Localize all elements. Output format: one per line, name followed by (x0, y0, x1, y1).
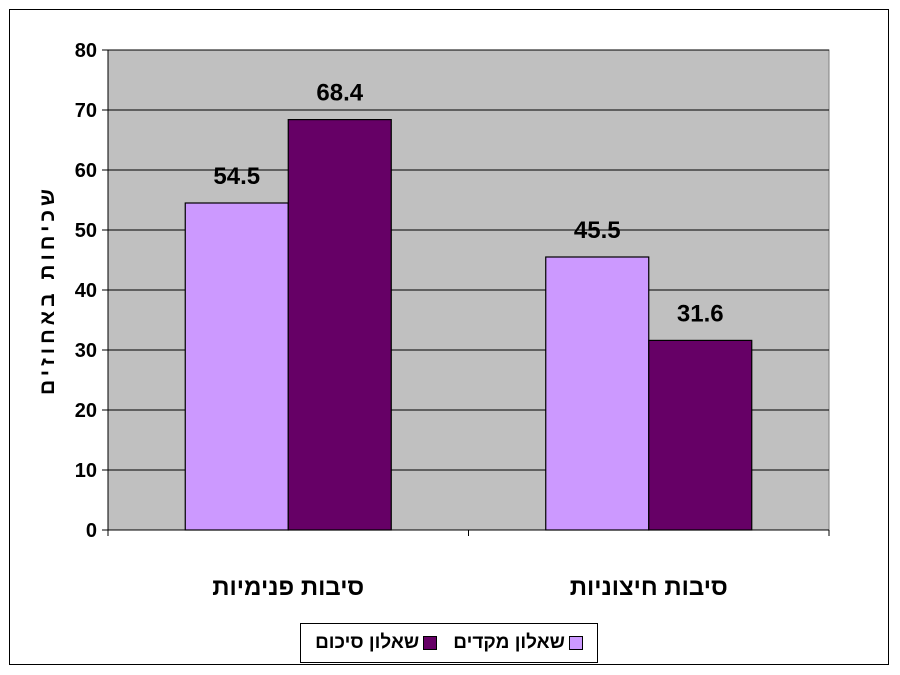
y-tick-label: 50 (75, 220, 97, 242)
legend: שאלון מקדים שאלון סיכום (300, 623, 598, 663)
y-tick-label: 60 (75, 160, 97, 182)
legend-item-series-2: שאלון סיכום (315, 632, 438, 654)
data-label: 31.6 (677, 300, 724, 327)
data-label: 54.5 (213, 163, 260, 190)
bar-2-1 (287, 118, 392, 531)
data-label: 45.5 (574, 217, 621, 244)
y-tick-label: 0 (86, 520, 97, 542)
legend-swatch-series-2 (423, 636, 438, 650)
axes (102, 49, 830, 536)
bars (184, 118, 753, 531)
y-tick-label: 70 (75, 100, 97, 122)
y-tick-label: 80 (75, 40, 97, 62)
y-axis-title: שכיחות באחוזים (36, 185, 59, 395)
data-label: 68.4 (316, 80, 363, 107)
bar-1-2 (545, 256, 650, 531)
bar-2-2 (648, 339, 753, 531)
labels: 0 10 20 30 40 50 60 70 80 54.5 68.4 סיבות פנימיות 45… (75, 40, 728, 601)
legend-item-series-1: שאלון מקדים (453, 632, 583, 654)
y-tick-label: 10 (75, 460, 97, 482)
legend-label-series-2: שאלון סיכום (315, 632, 420, 653)
legend-swatch-series-1 (568, 636, 583, 650)
x-category-label: סיבות חיצוניות (570, 574, 728, 601)
x-category-label: סיבות פנימיות (212, 574, 364, 601)
bar-1-1 (184, 202, 289, 531)
y-tick-label: 20 (75, 400, 97, 422)
y-tick-label: 40 (75, 280, 97, 302)
y-tick-label: 30 (75, 340, 97, 362)
legend-label-series-1: שאלון מקדים (453, 632, 565, 653)
